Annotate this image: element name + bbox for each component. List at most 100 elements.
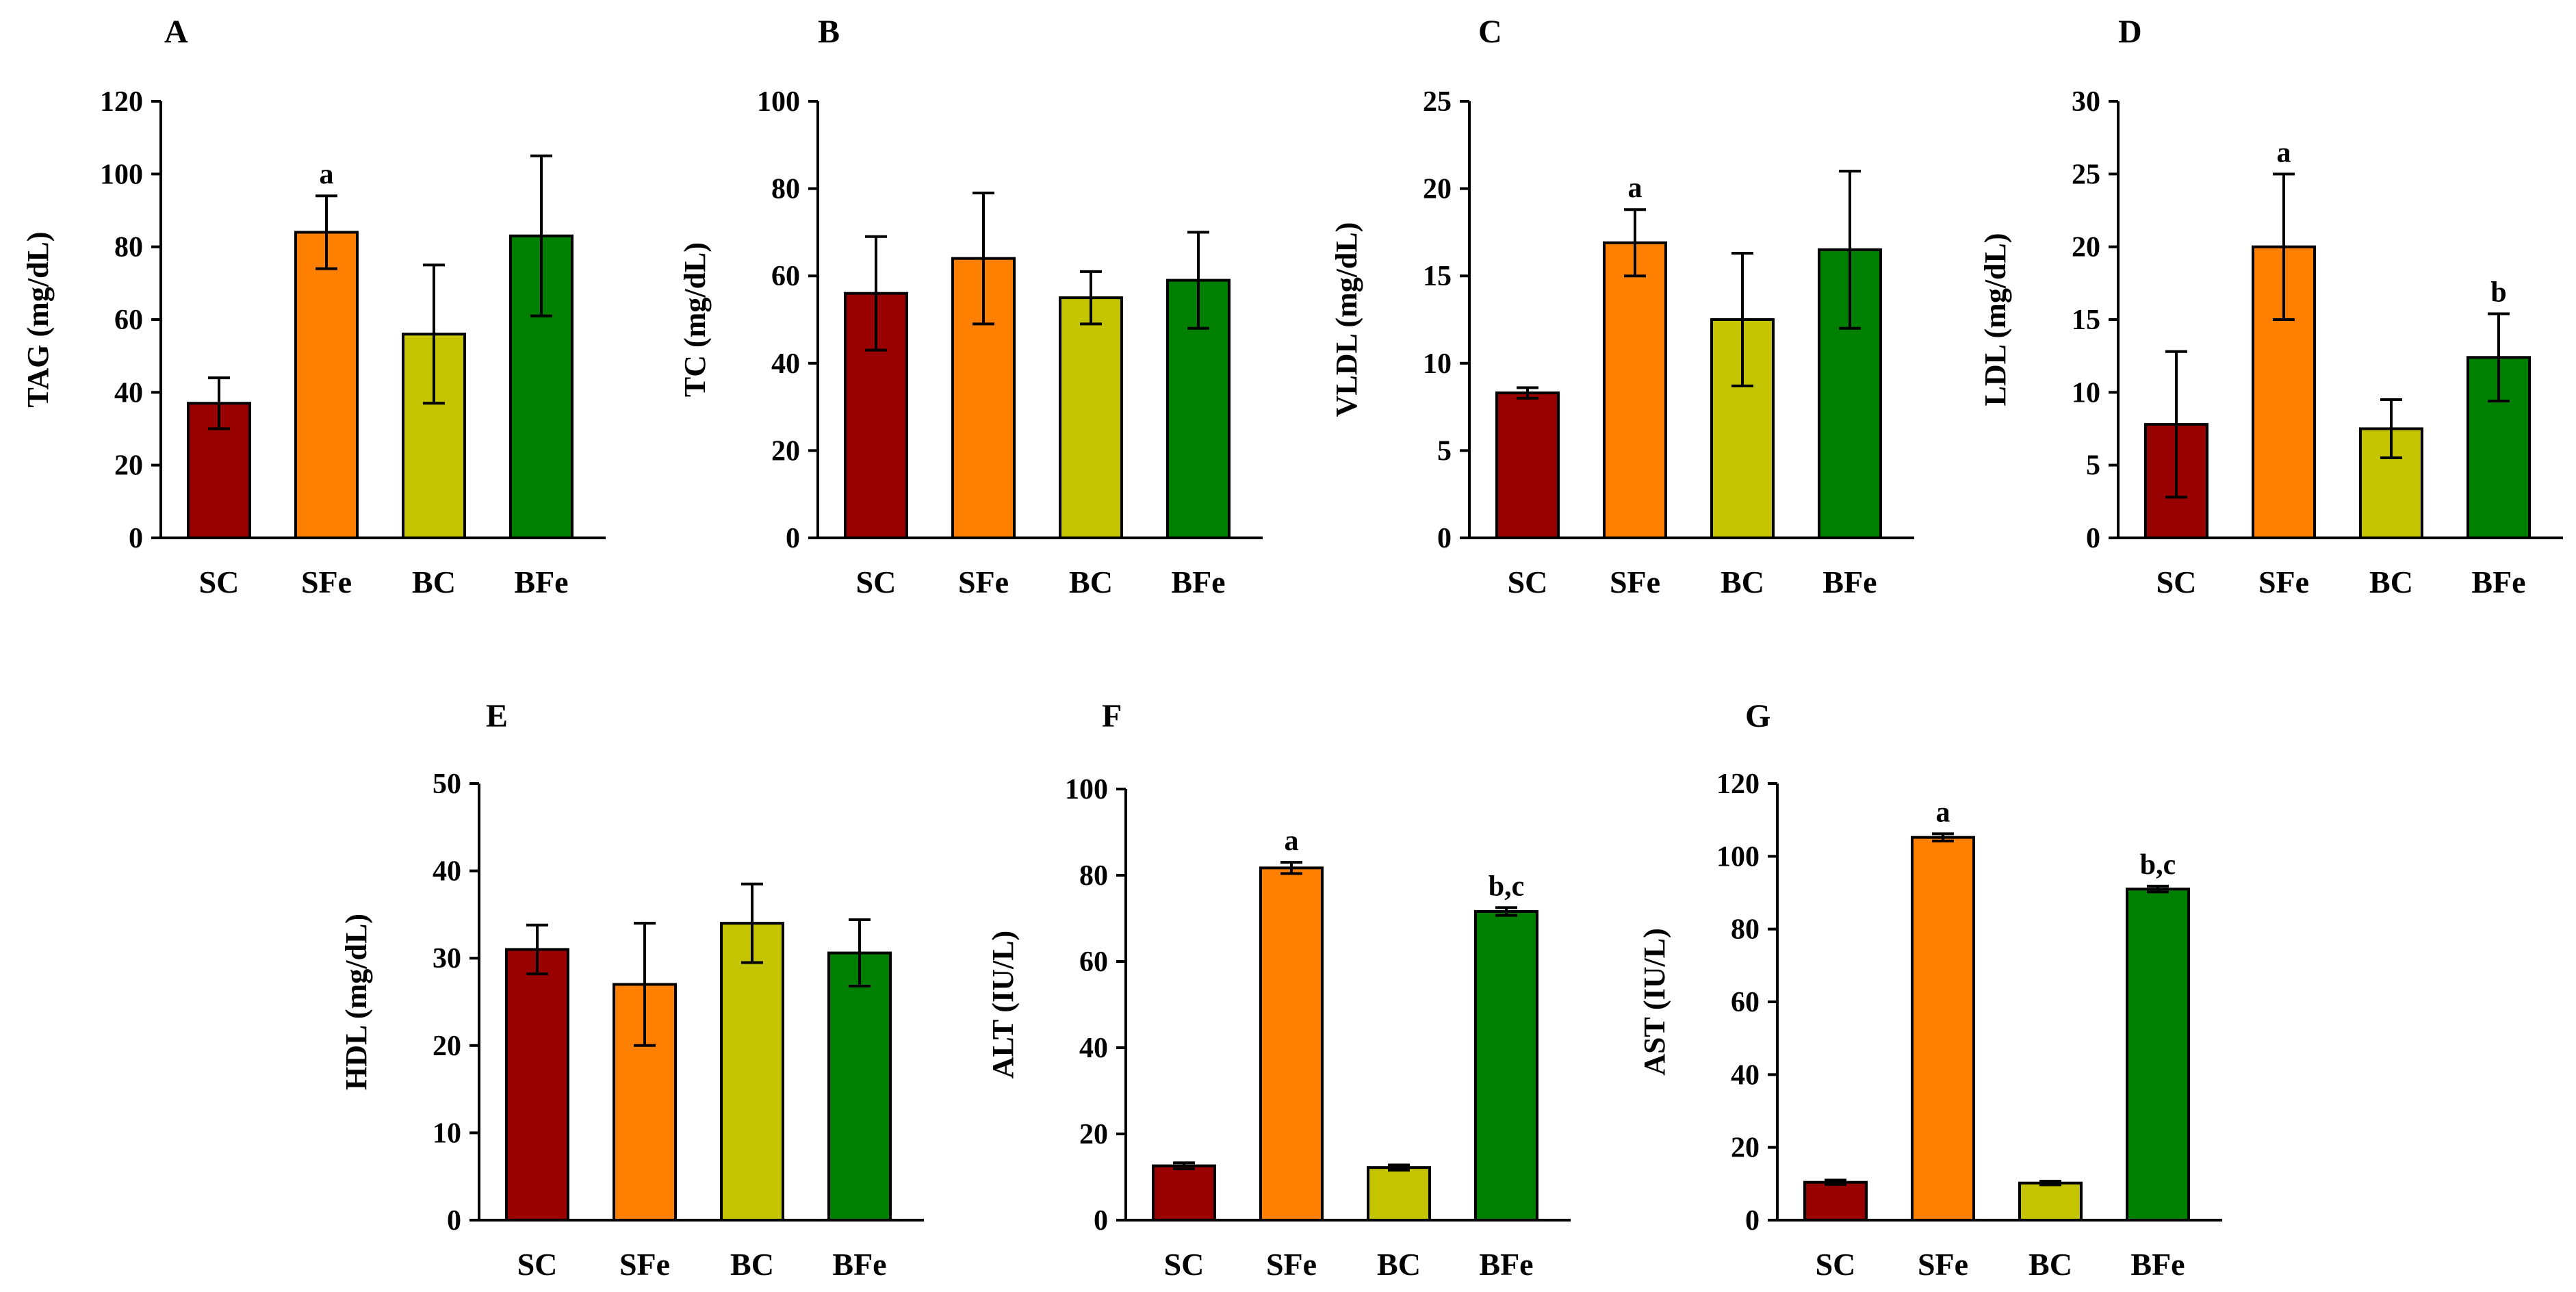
x-category-label: BFe: [832, 1247, 886, 1282]
y-tick-label: 0: [1745, 1205, 1760, 1237]
bar-sfe: [1259, 866, 1324, 1222]
bar-sfe: [1603, 241, 1667, 539]
bar-bc: [1059, 296, 1123, 539]
y-tick-label: 20: [1731, 1133, 1760, 1164]
x-category-label: BFe: [2130, 1247, 2185, 1282]
bar-bfe: [1474, 909, 1538, 1222]
y-tick-label: 5: [1437, 435, 1452, 467]
x-category-label: SC: [856, 565, 897, 599]
chart-panel-d: D LDL (mg/dL) 0 5 10 15 20 25 30 SC SFe a BC BFe b: [1979, 14, 2563, 599]
chart-panel-b: B TC (mg/dL) 0 20 40 60 80 100 SC SFe BC BFe: [678, 14, 1263, 599]
y-axis-title: TAG (mg/dL): [21, 231, 55, 407]
y-tick-label: 0: [129, 523, 143, 554]
chart-panel-f: F ALT (IU/L) 0 20 40 60 80 100 SC SFe a BC BFe b,c: [986, 698, 1571, 1282]
x-category-label: BFe: [1171, 565, 1225, 599]
y-tick-label: 10: [1423, 348, 1452, 380]
y-tick-label: 80: [771, 174, 800, 205]
significance-label: b,c: [1489, 870, 1525, 902]
y-tick-label: 0: [447, 1205, 461, 1237]
y-tick-label: 40: [1079, 1033, 1108, 1064]
y-tick-label: 40: [433, 856, 461, 888]
bar-sfe: [1911, 836, 1975, 1222]
x-category-label: BFe: [1822, 565, 1877, 599]
x-category-label: BC: [2369, 565, 2413, 599]
chart-panel-a: A TAG (mg/dL) 0 20 40 60 80 100 120 SC SFe a BC BFe: [21, 14, 606, 599]
x-category-label: BFe: [514, 565, 568, 599]
y-tick-label: 25: [1423, 86, 1452, 118]
x-category-label: BC: [412, 565, 456, 599]
x-category-label: SC: [1164, 1247, 1205, 1282]
y-tick-label: 60: [1079, 946, 1108, 978]
panel-letter: D: [2118, 14, 2142, 50]
x-category-label: SFe: [619, 1247, 670, 1282]
panel-letter: A: [164, 14, 188, 50]
chart-panel-g: G AST (IU/L) 0 20 40 60 80 100 120 SC SFe a BC BFe b,c: [1638, 698, 2222, 1282]
x-category-label: BFe: [1479, 1247, 1533, 1282]
y-tick-label: 0: [786, 523, 800, 554]
y-tick-label: 80: [1079, 860, 1108, 892]
bar-sc: [1803, 1180, 1868, 1222]
y-tick-label: 80: [114, 232, 143, 263]
x-category-label: SC: [199, 565, 240, 599]
chart-panel-e: E HDL (mg/dL) 0 10 20 30 40 50 SC SFe BC BFe: [339, 698, 924, 1282]
bar-sc: [505, 948, 569, 1222]
y-tick-label: 60: [771, 261, 800, 292]
y-tick-label: 40: [114, 377, 143, 409]
x-category-label: BC: [730, 1247, 774, 1282]
y-tick-label: 20: [1079, 1119, 1108, 1150]
y-tick-label: 80: [1731, 914, 1760, 946]
bar-sfe: [294, 231, 359, 539]
y-tick-label: 100: [1716, 841, 1760, 873]
x-category-label: SFe: [1610, 565, 1660, 599]
y-axis-title: LDL (mg/dL): [1979, 233, 2012, 406]
x-category-label: SFe: [301, 565, 352, 599]
y-tick-label: 20: [1423, 174, 1452, 205]
panel-letter: C: [1478, 14, 1502, 50]
x-category-label: SC: [1508, 565, 1548, 599]
bar-sc: [1152, 1164, 1216, 1222]
significance-label: a: [1936, 797, 1950, 828]
bar-bc: [720, 922, 784, 1222]
y-tick-label: 30: [433, 943, 461, 974]
y-tick-label: 20: [114, 450, 143, 482]
y-tick-label: 100: [100, 159, 143, 190]
significance-label: a: [1628, 172, 1643, 204]
bar-bc: [2018, 1181, 2083, 1222]
x-category-label: BC: [1377, 1247, 1421, 1282]
y-tick-label: 20: [2072, 232, 2100, 263]
y-axis-title: TC (mg/dL): [678, 242, 712, 397]
x-category-label: SFe: [2258, 565, 2309, 599]
significance-label: a: [2277, 137, 2291, 168]
y-tick-label: 50: [433, 768, 461, 800]
x-category-label: BC: [1069, 565, 1113, 599]
y-axis-title: HDL (mg/dL): [339, 914, 373, 1090]
panel-letter: G: [1745, 698, 1770, 734]
x-category-label: BC: [1721, 565, 1764, 599]
y-tick-label: 100: [757, 86, 800, 118]
bar-sc: [1495, 391, 1560, 540]
panel-letter: B: [818, 14, 840, 50]
x-category-label: SFe: [1266, 1247, 1317, 1282]
y-tick-label: 10: [2072, 377, 2100, 409]
y-axis-title: VLDL (mg/dL): [1330, 222, 1363, 417]
y-tick-label: 30: [2072, 86, 2100, 118]
y-tick-label: 60: [1731, 987, 1760, 1018]
y-tick-label: 60: [114, 305, 143, 336]
bar-bfe: [827, 951, 892, 1222]
bar-bc: [1367, 1166, 1431, 1222]
y-tick-label: 20: [771, 435, 800, 467]
significance-label: b: [2490, 276, 2506, 308]
y-tick-label: 40: [1731, 1059, 1760, 1091]
significance-label: b,c: [2140, 849, 2176, 881]
x-category-label: SC: [1816, 1247, 1856, 1282]
y-tick-label: 40: [771, 348, 800, 380]
y-tick-label: 5: [2086, 450, 2100, 482]
x-category-label: SC: [2156, 565, 2197, 599]
y-tick-label: 20: [433, 1031, 461, 1062]
x-category-label: BC: [2028, 1247, 2072, 1282]
y-tick-label: 100: [1065, 774, 1108, 805]
y-tick-label: 120: [1716, 768, 1760, 800]
x-category-label: SC: [517, 1247, 558, 1282]
y-tick-label: 0: [2086, 523, 2100, 554]
